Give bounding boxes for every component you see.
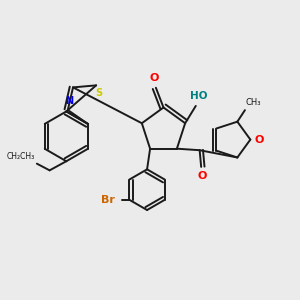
Text: N: N bbox=[65, 96, 74, 106]
Text: Br: Br bbox=[101, 195, 115, 205]
Text: CH₂CH₃: CH₂CH₃ bbox=[7, 152, 35, 161]
Text: O: O bbox=[255, 135, 264, 145]
Text: HO: HO bbox=[190, 91, 208, 101]
Text: S: S bbox=[96, 88, 103, 98]
Text: O: O bbox=[150, 73, 159, 83]
Text: O: O bbox=[198, 172, 207, 182]
Text: CH₃: CH₃ bbox=[246, 98, 261, 107]
